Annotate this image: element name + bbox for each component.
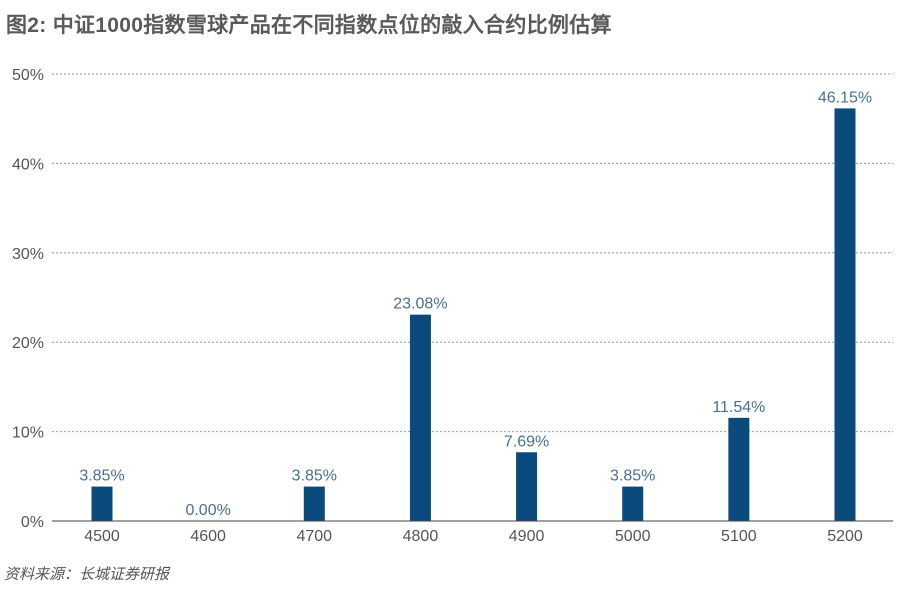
bar	[728, 417, 750, 521]
data-label: 7.69%	[504, 433, 549, 450]
data-label: 3.85%	[292, 468, 337, 485]
source-note: 资料来源：长城证券研报	[4, 566, 170, 583]
bar	[91, 486, 113, 521]
x-tick-label: 5000	[615, 528, 651, 545]
data-label: 46.15%	[818, 89, 872, 106]
bar	[516, 452, 538, 521]
y-tick-label: 20%	[12, 335, 44, 352]
y-tick-label: 10%	[12, 425, 44, 442]
y-tick-label: 0%	[21, 514, 44, 531]
y-tick-label: 30%	[12, 246, 44, 263]
chart-title: 图2: 中证1000指数雪球产品在不同指数点位的敲入合约比例估算	[6, 14, 612, 37]
data-label: 3.85%	[79, 468, 124, 485]
data-labels: 3.85% 0.00% 3.85% 23.08% 7.69% 3.85% 11.54% 46.…	[79, 89, 872, 519]
x-axis-ticks: 4500 4600 4700 4800 4900 5000 5100 5200	[84, 528, 863, 545]
x-tick-label: 4800	[403, 528, 439, 545]
gridlines	[52, 73, 893, 433]
x-tick-label: 4500	[84, 528, 120, 545]
data-label: 0.00%	[185, 502, 230, 519]
data-label: 11.54%	[712, 399, 765, 416]
x-tick-label: 4700	[296, 528, 332, 545]
x-tick-label: 4600	[190, 528, 226, 545]
y-tick-label: 50%	[12, 67, 44, 84]
x-tick-label: 5100	[721, 528, 757, 545]
bars	[91, 108, 856, 521]
data-label: 3.85%	[610, 468, 655, 485]
bar	[834, 108, 856, 521]
x-tick-label: 5200	[827, 528, 863, 545]
bar	[409, 314, 431, 521]
y-axis-ticks: 0% 10% 20% 30% 40% 50%	[12, 67, 44, 531]
x-tick-label: 4900	[509, 528, 545, 545]
bar	[622, 486, 644, 521]
y-tick-label: 40%	[12, 156, 44, 173]
bar	[303, 486, 325, 521]
data-label: 23.08%	[393, 296, 447, 313]
